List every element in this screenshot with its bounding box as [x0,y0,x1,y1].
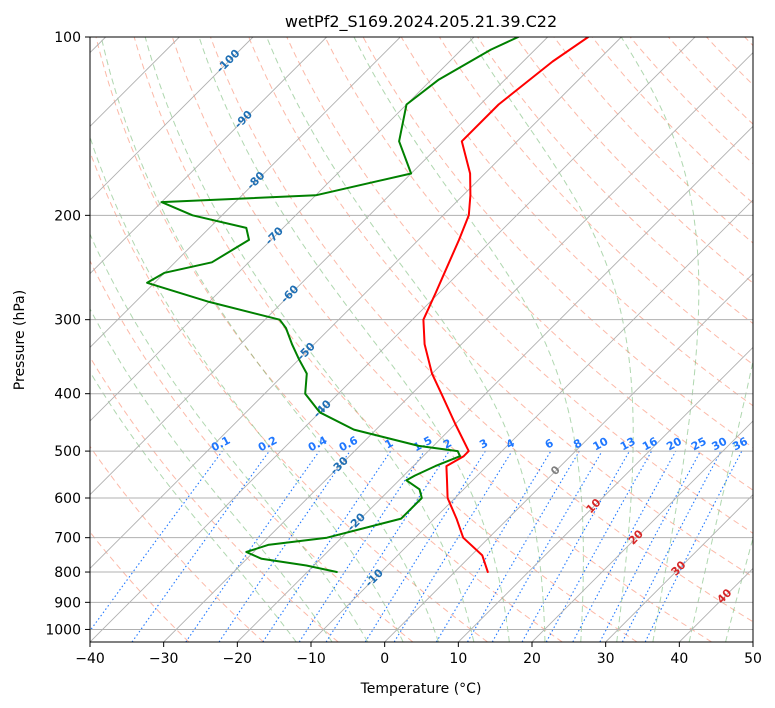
dewpoint-profile [146,37,520,573]
mixing-ratio-line [435,450,552,642]
mixing-ratio-line [90,450,223,632]
mixing-ratio-label: 10 [591,435,611,454]
isotherm-line [310,199,753,642]
dry-adiabat [90,445,264,642]
isotherm-line [90,37,327,275]
y-tick-label: 500 [54,444,81,460]
x-tick-label: 50 [744,651,762,667]
moist-adiabat [198,37,510,642]
mixing-ratio-label: 20 [664,435,684,454]
isotherm-line [163,52,753,642]
mixing-ratio-line [491,450,603,642]
x-axis-title: Temperature (°C) [360,681,482,697]
moist-adiabat [90,232,369,642]
mixing-ratio-line [364,450,486,642]
isotherm-line [458,346,753,642]
mixing-ratio-lines [90,450,743,642]
isotherm-line [237,125,753,642]
isotherm-line [531,420,753,642]
moist-adiabat [620,37,700,642]
mixing-ratio-line [325,450,450,642]
x-tick-label: −20 [223,651,253,667]
mixing-ratio-line [218,450,351,642]
plot-area: 0.1 0.2 0.4 0.6 1 1.5 2 3 4 6 8 10 13 16 20 25 30 36-100-… [90,37,753,642]
dry-adiabat [171,37,712,642]
x-axis: −40 −30 −20 −10 0 10 20 30 40 50 [75,642,762,667]
mixing-ratio-label: 30 [710,435,730,454]
isotherm-line [605,494,753,642]
x-tick-label: −10 [296,651,326,667]
dry-adiabat [477,37,753,325]
isotherms [90,37,753,642]
chart-title: wetPf2_S169.2024.205.21.39.C22 [285,12,557,32]
dry-adiabat [629,37,753,165]
dry-adiabat [95,37,563,642]
temperature-profile [422,37,590,573]
moist-adiabat [90,370,297,642]
moist-adiabat [144,37,475,642]
moist-adiabat [90,135,404,642]
dry-adiabat [400,37,753,407]
isotherm-line [384,273,753,642]
x-tick-label: 10 [449,651,467,667]
mixing-ratio-label: 16 [640,435,660,454]
sounding-series [146,37,590,573]
isotherm-line [90,37,696,642]
dry-adiabat [515,37,753,284]
isotherm-line [90,37,254,201]
dry-adiabat [210,37,753,623]
y-tick-label: 700 [54,531,81,547]
mixing-ratio-line [393,450,513,642]
y-axis: 100 200 300 400 500 600 700 800 900 1000 [45,30,90,638]
y-tick-label: 800 [54,565,81,581]
dry-adiabat [324,37,753,491]
mixing-ratio-label: 25 [689,435,709,454]
y-axis-title: Pressure (hPa) [12,290,28,390]
moist-adiabat [100,37,439,642]
mixing-ratio-line [467,450,580,642]
x-tick-label: −30 [149,651,179,667]
moist-adiabat [266,37,546,642]
isotherm-line [90,37,401,348]
y-tick-label: 100 [54,30,81,46]
dry-adiabat [591,37,753,204]
moist-adiabat [725,536,753,642]
dry-adiabat [133,37,638,642]
mixing-ratio-line [131,450,270,642]
x-tick-label: 40 [670,651,688,667]
x-tick-label: 30 [597,651,615,667]
moist-adiabat [90,308,333,642]
isotherm-line [90,37,622,569]
moist-adiabats [90,37,753,642]
moist-adiabat [353,37,584,642]
x-tick-label: 0 [380,651,389,667]
mixing-ratio-line [185,450,320,642]
plot-frame [89,36,754,643]
y-tick-label: 400 [54,387,81,403]
y-tick-label: 200 [54,208,81,224]
mixing-ratio-label: 13 [618,435,638,454]
mixing-ratio-line [572,450,677,642]
y-tick-label: 1000 [45,622,81,638]
y-tick-label: 900 [54,595,81,611]
y-tick-label: 600 [54,491,81,507]
isotherm-line [90,37,548,496]
isotherm-line [90,37,475,422]
mixing-ratio-label: 36 [730,435,750,454]
moist-adiabat [688,358,753,642]
x-tick-label: −40 [75,651,105,667]
x-tick-label: 20 [523,651,541,667]
mixing-ratio-line [521,450,630,642]
dry-adiabat [248,37,753,578]
y-tick-label: 300 [54,313,81,329]
isobars [90,37,753,630]
